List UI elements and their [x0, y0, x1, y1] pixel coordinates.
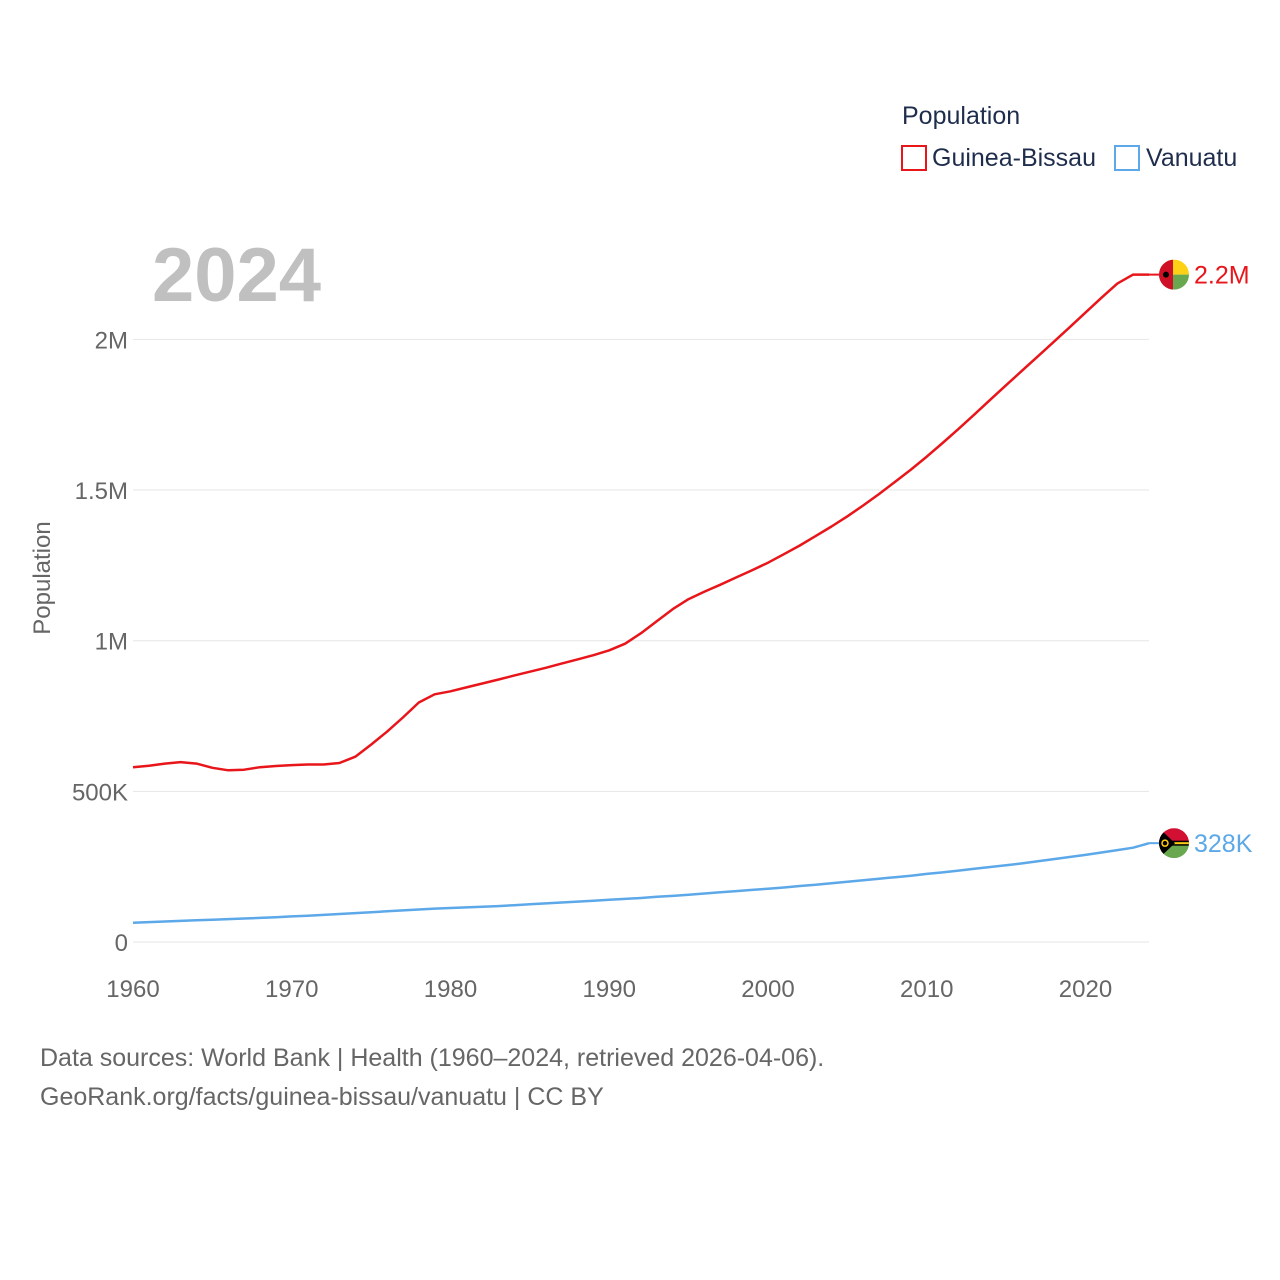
- x-tick-label: 1980: [424, 976, 477, 1003]
- guinea-bissau-flag-icon: [1159, 259, 1189, 290]
- legend-label-vanuatu: Vanuatu: [1146, 144, 1237, 172]
- vanuatu-flag-icon: [1159, 828, 1189, 859]
- year-label: 2024: [152, 233, 321, 318]
- y-axis-title: Population: [29, 521, 56, 634]
- legend-title: Population: [902, 102, 1020, 130]
- footer-sources: Data sources: World Bank | Health (1960–…: [40, 1044, 825, 1072]
- legend-swatch-guinea-bissau[interactable]: [901, 145, 927, 171]
- x-tick-label: 1970: [265, 976, 318, 1003]
- end-markers: 2.2M 328K: [1149, 259, 1253, 859]
- axes: 0 500K 1M 1.5M 2M 1960 1970 1980 1990 2000 2010 202…: [72, 327, 1112, 1003]
- y-tick-label: 2M: [95, 327, 128, 354]
- legend[interactable]: Population Guinea-Bissau Vanuatu: [901, 102, 1237, 172]
- footer-link[interactable]: GeoRank.org/facts/guinea-bissau/vanuatu …: [40, 1083, 604, 1111]
- end-label-guinea-bissau: 2.2M: [1194, 262, 1250, 290]
- y-tick-label: 500K: [72, 779, 128, 806]
- legend-item-guinea-bissau[interactable]: Guinea-Bissau: [901, 144, 1096, 172]
- series-line-vanuatu[interactable]: [132, 841, 1150, 924]
- x-tick-label: 2010: [900, 976, 953, 1003]
- x-tick-label: 1990: [583, 976, 636, 1003]
- y-tick-label: 1.5M: [75, 478, 128, 505]
- series-lines: [132, 273, 1150, 924]
- legend-item-vanuatu[interactable]: Vanuatu: [1114, 144, 1237, 172]
- series-line-guinea-bissau[interactable]: [132, 273, 1149, 772]
- legend-swatch-vanuatu[interactable]: [1114, 145, 1140, 171]
- x-tick-label: 2020: [1059, 976, 1112, 1003]
- x-tick-label: 1960: [106, 976, 159, 1003]
- y-tick-label: 1M: [95, 629, 128, 656]
- y-tick-label: 0: [115, 930, 128, 957]
- gridlines: [133, 338, 1149, 943]
- x-tick-label: 2000: [741, 976, 794, 1003]
- end-label-vanuatu: 328K: [1194, 830, 1253, 858]
- legend-label-guinea-bissau: Guinea-Bissau: [932, 144, 1096, 172]
